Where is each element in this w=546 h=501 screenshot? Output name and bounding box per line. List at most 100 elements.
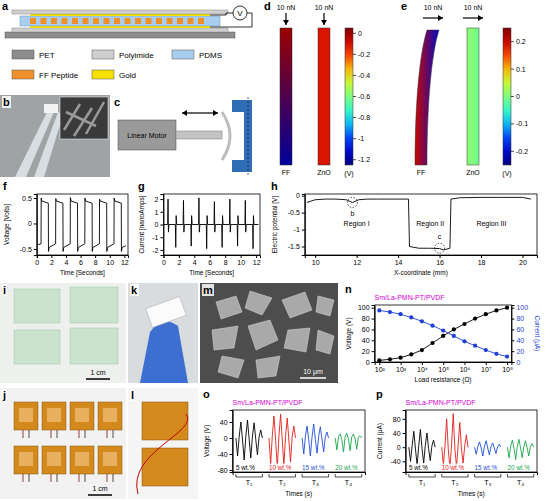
layer-gold [30, 26, 210, 28]
marks [377, 306, 509, 362]
series-label-bg [235, 464, 256, 471]
device-core [75, 408, 89, 422]
tick: 10⁴ [417, 362, 428, 373]
arrow-head [321, 20, 327, 25]
panel-letter: p [376, 388, 383, 400]
plot-frame [37, 194, 128, 255]
tick-mark [230, 422, 233, 423]
axis-line [372, 306, 376, 363]
axis-left: -80-40040 [217, 411, 233, 474]
wire [51, 430, 52, 438]
panel-letter-bg [400, 0, 408, 12]
device-core [103, 452, 117, 466]
layer-pet [5, 32, 235, 38]
ff-peptide [125, 18, 131, 24]
panel-letter-bg [2, 284, 7, 296]
marker [452, 327, 456, 331]
axis-line [302, 195, 306, 256]
series-label: 15 wt.% [475, 464, 498, 471]
axis-left: -1.5-1-0.50 [288, 192, 306, 255]
field-bar [280, 28, 292, 165]
flake [316, 330, 334, 354]
axis-line [305, 256, 537, 259]
tick-mark [124, 255, 125, 258]
tick-label: 80 [516, 315, 524, 322]
tick: 14 [395, 255, 403, 266]
tick: 16 [436, 255, 444, 266]
segment-bracket [475, 474, 501, 477]
material-label: ZnO [317, 169, 331, 176]
wire [113, 474, 114, 482]
axis-line [403, 411, 407, 473]
plot: -4004080T₁T₂T₃T₄5 wt.%10 wt.%15 wt.%20 w… [376, 410, 538, 498]
tick-mark [160, 250, 163, 251]
series-line [307, 197, 531, 250]
scale-label: 1 cm [90, 369, 105, 376]
tick-mark [440, 255, 441, 258]
marks [236, 414, 362, 468]
colorbar-tick [353, 54, 356, 55]
tick: 10⁵ [438, 362, 449, 373]
flake [256, 356, 280, 378]
tick-label: 16 [436, 259, 444, 266]
legend-swatch [172, 50, 194, 59]
colorbar-tick-label: -0.8 [358, 114, 370, 121]
segment-bracket [236, 474, 262, 477]
plot-frame [375, 305, 512, 362]
marker [505, 306, 509, 310]
y-axis-title: Current (μA) [376, 423, 384, 459]
colorbar-tick [353, 33, 356, 34]
arrow-head [478, 15, 483, 21]
photo-background [0, 388, 126, 499]
scale-label: 10 μm [303, 368, 323, 376]
marker [473, 344, 477, 348]
device-core [19, 408, 33, 422]
flake [316, 296, 334, 316]
tick-mark [507, 362, 508, 365]
marker [462, 322, 466, 326]
glove [140, 321, 188, 383]
tick-mark [160, 199, 163, 200]
tick-mark [179, 255, 180, 258]
arrow-head [213, 110, 218, 116]
tick-label: 2 [177, 259, 181, 266]
tick-mark [302, 213, 305, 214]
tick-mark [230, 470, 233, 471]
axis-right: 020406080100 [511, 304, 528, 365]
force-label: 10 nN [277, 4, 296, 11]
y-axis-title: Voltage (V) [203, 425, 211, 457]
axis-line [406, 473, 537, 476]
segment-bracket [335, 474, 361, 477]
chart-title: Sm/La-PMN-PT/PVDF [375, 294, 445, 301]
series-line [335, 433, 361, 452]
tick: 10⁸ [502, 362, 513, 373]
arrow-head [182, 110, 187, 116]
flake [248, 320, 278, 350]
layer-polyimide [12, 10, 228, 14]
segment-bracket [302, 474, 328, 477]
film-sample [70, 328, 118, 364]
tick-mark [81, 255, 82, 258]
series-label: 20 wt.% [335, 464, 358, 471]
colorbar-tick [353, 159, 356, 160]
flake [245, 291, 272, 315]
series-line [379, 310, 507, 356]
series-line [442, 414, 468, 469]
tick: 0 [296, 192, 305, 199]
y-axis-title: Current [nanoAmps] [138, 195, 146, 253]
marks [307, 197, 531, 250]
tick: 0 [511, 359, 520, 366]
segment-label: T₄ [517, 479, 524, 486]
colorbar-tick [353, 75, 356, 76]
tick-label: 10⁶ [460, 366, 471, 373]
tick-mark [372, 340, 375, 341]
wire [113, 430, 114, 438]
tick: 40 [393, 430, 406, 437]
film-sample [14, 289, 60, 323]
series-line [269, 414, 295, 468]
tick: 60 [362, 326, 375, 333]
photo-background [0, 283, 126, 383]
tick-mark [315, 255, 316, 258]
x-axis-title: Times (s) [285, 490, 312, 498]
x-axis-title: Load resistance (Ω) [415, 376, 472, 384]
